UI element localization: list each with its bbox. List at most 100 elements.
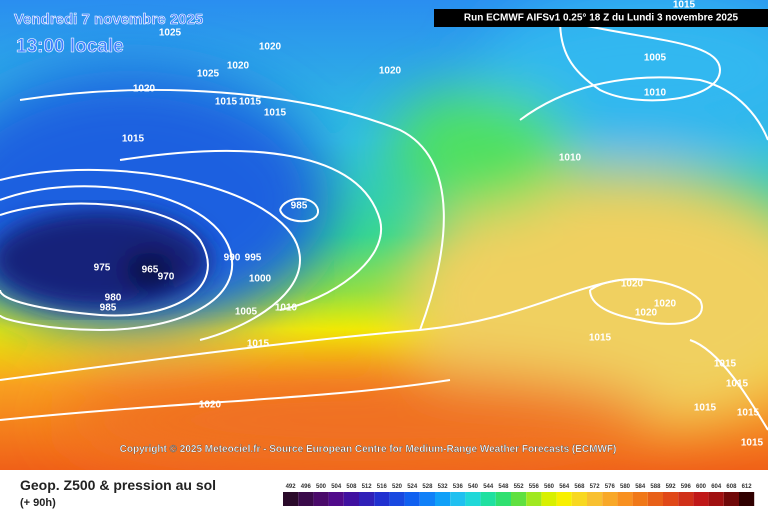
isobar-label: 1020 [227, 61, 250, 72]
scale-label: 608 [726, 484, 737, 490]
scale-label: 500 [316, 484, 327, 490]
scale-swatch [404, 492, 420, 506]
scale-label: 604 [711, 484, 722, 490]
isobars [0, 19, 768, 431]
scale-swatch [541, 492, 557, 506]
scale-swatch [632, 492, 648, 506]
scale-swatch [571, 492, 587, 506]
isobar-label: 1010 [275, 303, 298, 314]
isobar-label: 1025 [159, 28, 182, 39]
isobar-label: 1010 [644, 88, 667, 99]
scale-label: 524 [407, 484, 418, 490]
scale-label: 536 [453, 484, 464, 490]
footer-title: Geop. Z500 & pression au sol [20, 477, 216, 493]
scale-label: 580 [620, 484, 631, 490]
scale-swatch [495, 492, 511, 506]
isobar-label: 980 [105, 293, 122, 304]
isobar-label: 1015 [673, 0, 696, 11]
isobar-label: 1020 [379, 66, 402, 77]
isobar-label: 970 [158, 272, 175, 283]
isobar-label: 1005 [235, 307, 258, 318]
isobar-label: 1015 [122, 134, 145, 145]
isobar-label: 1025 [197, 69, 220, 80]
scale-swatch [617, 492, 633, 506]
scale-swatch [739, 492, 755, 506]
isobar-label: 985 [100, 303, 117, 314]
scale-swatch [328, 492, 344, 506]
scale-label: 528 [422, 484, 433, 490]
isobar-label: 1020 [133, 84, 156, 95]
scale-swatch [389, 492, 405, 506]
scale-swatch [283, 492, 299, 506]
isobar-label: 1015 [215, 97, 238, 108]
scale-swatch [708, 492, 724, 506]
forecast-date: Vendredi 7 novembre 2025 [14, 11, 203, 28]
isobar-label: 1015 [264, 108, 287, 119]
scale-label: 492 [286, 484, 297, 490]
scale-label: 568 [574, 484, 585, 490]
scale-swatch [480, 492, 496, 506]
scale-swatch [435, 492, 451, 506]
scale-swatch [602, 492, 618, 506]
scale-swatch [663, 492, 679, 506]
lead-time: (+ 90h) [20, 497, 56, 509]
scale-label: 592 [666, 484, 677, 490]
scale-label: 540 [468, 484, 479, 490]
color-scale: 492 496 500 504 508 512 516 520 524 528 532 536 540 5… [283, 484, 755, 506]
isobar-label: 1015 [726, 379, 749, 390]
scale-label: 612 [742, 484, 753, 490]
isobar-label: 1020 [621, 279, 644, 290]
scale-swatch [511, 492, 527, 506]
isobar-label: 1015 [247, 339, 270, 350]
scale-swatch [693, 492, 709, 506]
scale-swatch [526, 492, 542, 506]
copyright: Copyright © 2025 Meteociel.fr - Source E… [120, 444, 617, 455]
forecast-time: 13:00 locale [16, 36, 124, 57]
scale-label: 508 [346, 484, 357, 490]
scale-swatch [419, 492, 435, 506]
isobar-label: 1010 [559, 153, 582, 164]
scale-label: 560 [544, 484, 555, 490]
scale-label: 496 [301, 484, 312, 490]
scale-swatch [587, 492, 603, 506]
scale-swatch [298, 492, 314, 506]
isobar-label: 975 [94, 263, 111, 274]
scale-label: 564 [559, 484, 570, 490]
scale-swatch [678, 492, 694, 506]
scale-label: 584 [635, 484, 646, 490]
scale-label: 600 [696, 484, 707, 490]
scale-label: 516 [377, 484, 388, 490]
scale-label: 588 [650, 484, 661, 490]
isobar-label: 1015 [239, 97, 262, 108]
isobar-label: 990 [224, 253, 241, 264]
scale-label: 504 [331, 484, 342, 490]
isobar-label: 1015 [589, 333, 612, 344]
isobar-label: 965 [142, 265, 159, 276]
run-box [434, 9, 768, 27]
isobar-label: 1005 [644, 53, 667, 64]
scale-label: 572 [590, 484, 601, 490]
scale-swatch [313, 492, 329, 506]
isobar-label: 995 [245, 253, 262, 264]
scale-swatch [450, 492, 466, 506]
scale-label: 520 [392, 484, 403, 490]
scale-label: 532 [438, 484, 449, 490]
isobar-label: 1000 [249, 274, 272, 285]
isobar-label: 1020 [635, 308, 658, 319]
scale-label: 548 [498, 484, 509, 490]
scale-swatch [556, 492, 572, 506]
isobar-label: 985 [291, 201, 308, 212]
isobar-label: 1020 [199, 400, 222, 411]
scale-swatch [465, 492, 481, 506]
scale-swatch [343, 492, 359, 506]
scale-swatch [723, 492, 739, 506]
isobar-label: 1015 [741, 438, 764, 449]
scale-label: 512 [362, 484, 373, 490]
run-info: Run ECMWF AIFSv1 0.25° 18 Z du Lundi 3 n… [464, 13, 739, 24]
isobar-label: 1020 [654, 299, 677, 310]
scale-label: 576 [605, 484, 616, 490]
scale-swatch [647, 492, 663, 506]
scale-label: 552 [514, 484, 525, 490]
isobar-label: 1020 [259, 42, 282, 53]
